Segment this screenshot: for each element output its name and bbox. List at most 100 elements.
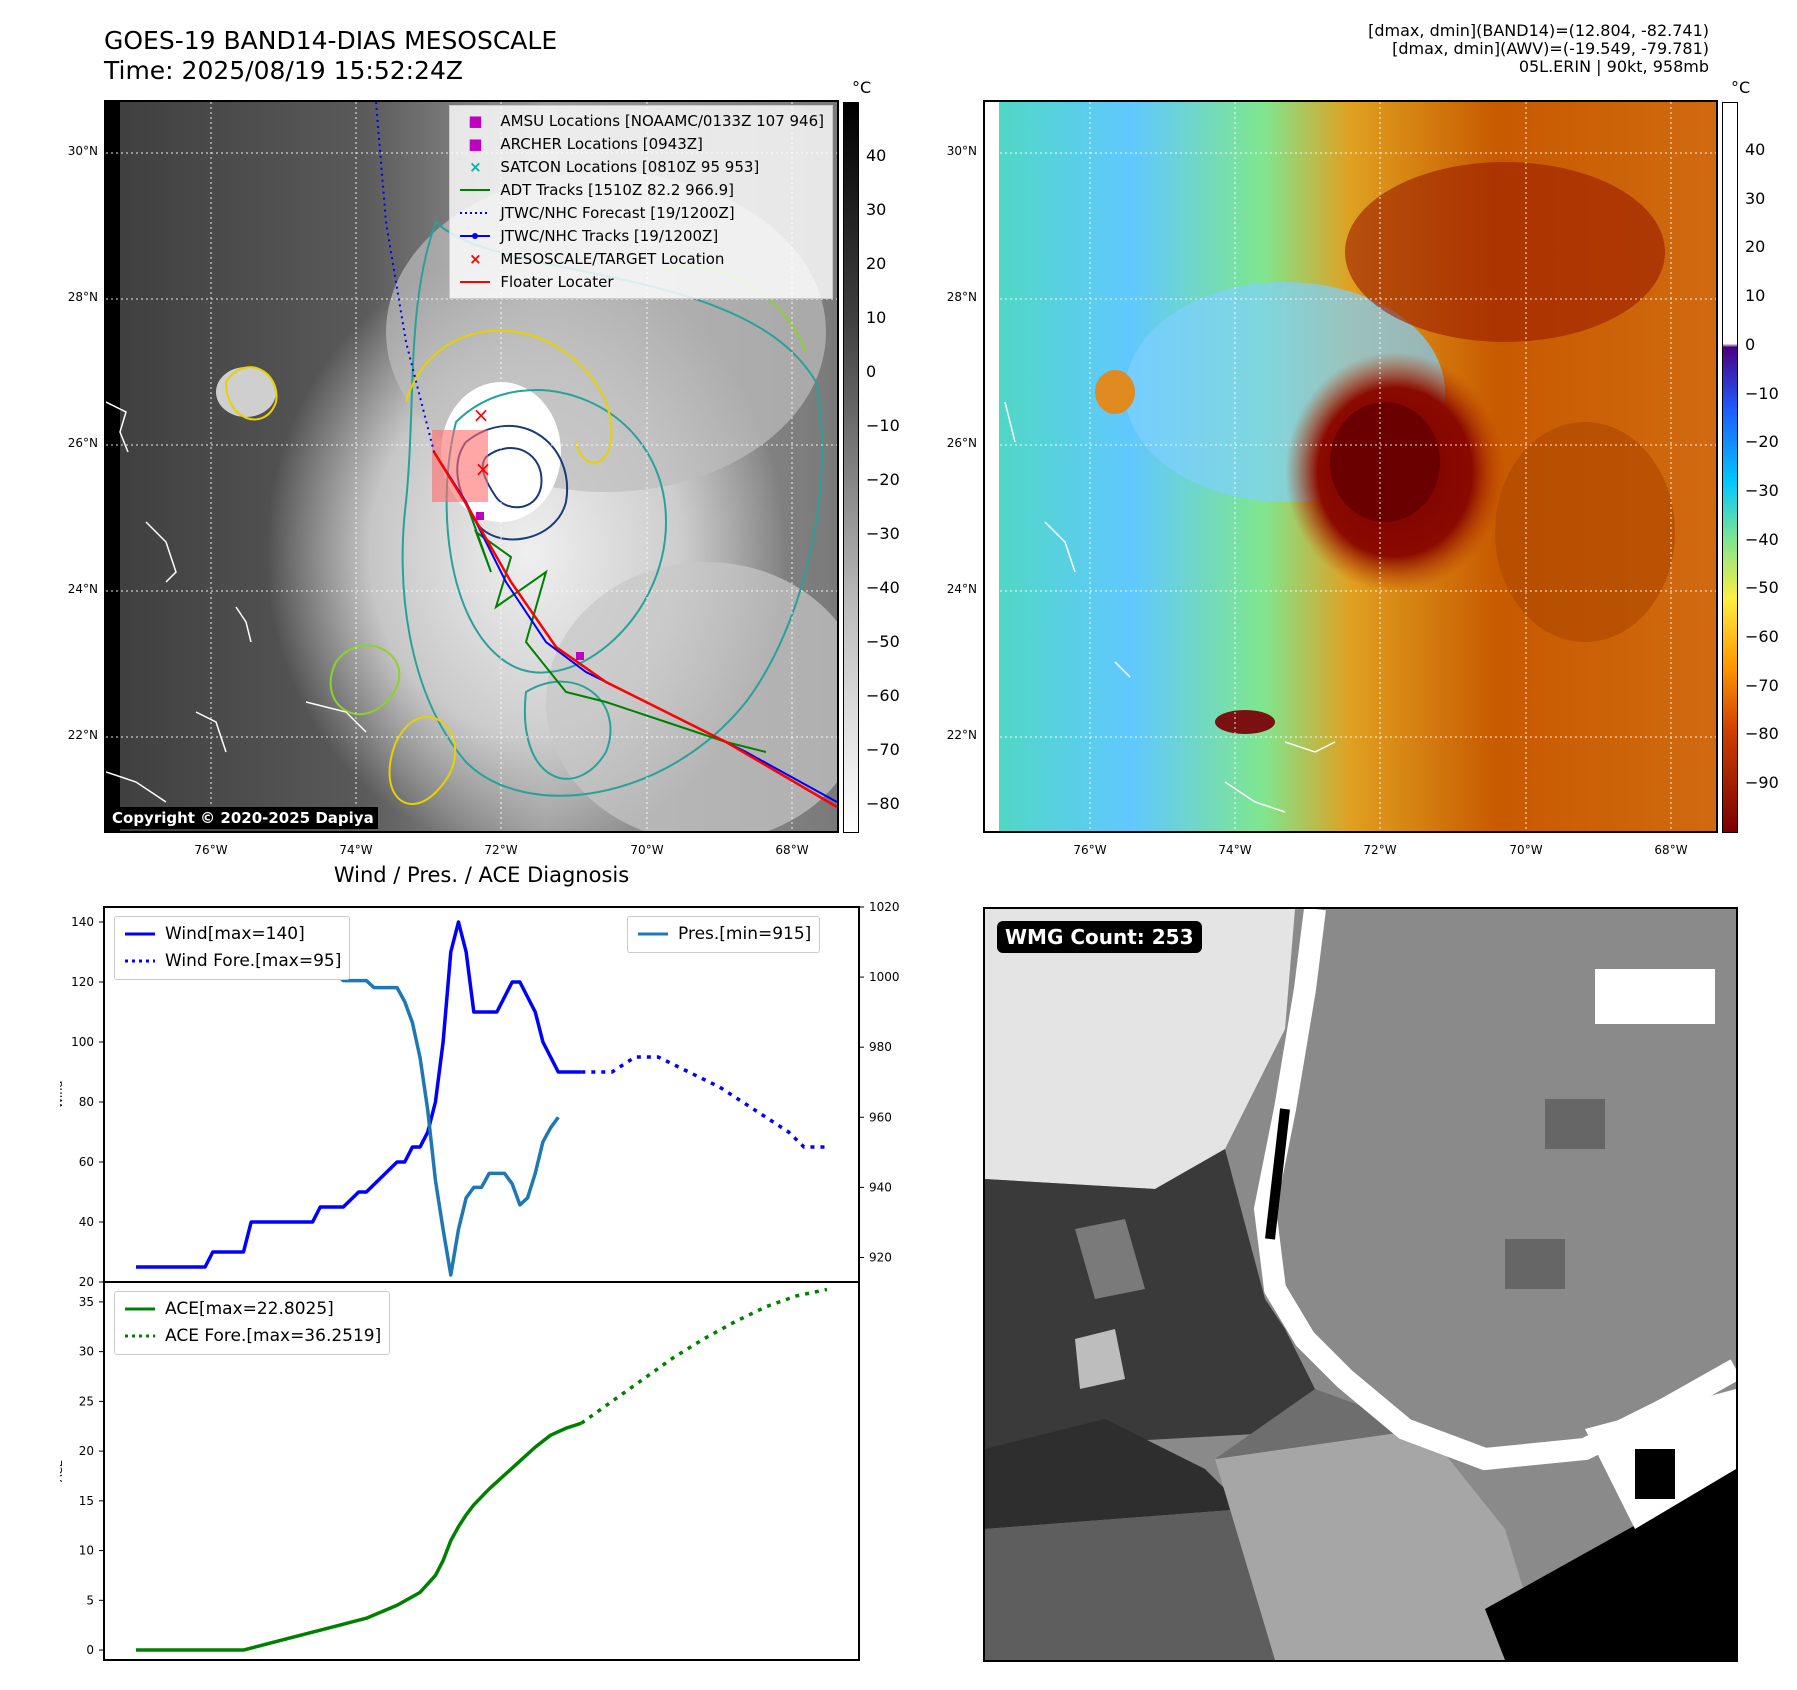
ir-colorbar-tick: −10 bbox=[866, 416, 900, 435]
lon-label: 74°W bbox=[1218, 843, 1252, 857]
line-dot-marker-icon bbox=[458, 225, 492, 248]
line-marker-icon bbox=[123, 1296, 157, 1323]
awv-colorbar-tick: 10 bbox=[1745, 286, 1766, 306]
wind-line bbox=[136, 920, 582, 1269]
wind-axis-tick-label: 120 bbox=[71, 975, 94, 989]
wind-axis-tick-label: 60 bbox=[79, 1155, 94, 1169]
square-marker-icon: ■ bbox=[468, 112, 483, 130]
lon-label: 76°W bbox=[1073, 843, 1107, 857]
wind-legend: Wind[max=140] Wind Fore.[max=95] bbox=[114, 916, 351, 980]
x-marker-icon: × bbox=[469, 250, 482, 268]
awv-colorbar-tick: 0 bbox=[1745, 334, 1756, 354]
ace-axis-tick-label: 15 bbox=[79, 1494, 94, 1508]
wind-axis-tick-label: 20 bbox=[79, 1275, 94, 1289]
ir-colorbar-tick: −70 bbox=[866, 740, 900, 759]
adt-track bbox=[465, 501, 767, 753]
ir-satellite-map[interactable]: × × ■ AMSU Locations [NOAAMC/0133Z 107 9… bbox=[104, 100, 839, 833]
ir-colorbar-tick: 20 bbox=[866, 254, 887, 273]
awv-colorbar-tick: 30 bbox=[1745, 188, 1766, 208]
wind-axis-label: Wind bbox=[60, 1081, 65, 1109]
ace-axis-tick-label: 10 bbox=[79, 1544, 94, 1558]
legend-item-jtwc: JTWC/NHC Tracks [19/1200Z] bbox=[458, 225, 824, 248]
ir-colorbar bbox=[843, 102, 859, 833]
legend-item-pressure: Pres.[min=915] bbox=[636, 921, 811, 948]
forecast-track bbox=[375, 102, 435, 453]
awv-colorbar-unit: °C bbox=[1731, 78, 1751, 97]
ace-axis-tick-label: 0 bbox=[86, 1643, 94, 1657]
lat-label: 28°N bbox=[67, 290, 98, 304]
pressure-axis-tick-label: 940 bbox=[869, 1180, 892, 1194]
title-line-1: GOES-19 BAND14-DIAS MESOSCALE bbox=[104, 26, 558, 55]
legend-item-forecast: JTWC/NHC Forecast [19/1200Z] bbox=[458, 202, 824, 225]
diagnosis-chart: 20 40 60 80 100 120 140 920 940 960 980 1000 1020 0 5 1… bbox=[52, 895, 935, 1665]
wind-axis-tick-label: 100 bbox=[71, 1035, 94, 1049]
lon-label: 72°W bbox=[1363, 843, 1397, 857]
ir-colorbar-tick: 10 bbox=[866, 308, 887, 327]
lon-label: 72°W bbox=[484, 843, 518, 857]
pressure-axis-tick-label: 960 bbox=[869, 1110, 892, 1124]
lat-label: 24°N bbox=[946, 582, 977, 596]
x-marker-icon: × bbox=[469, 158, 482, 176]
ace-legend: ACE[max=22.8025] ACE Fore.[max=36.2519] bbox=[114, 1291, 391, 1355]
ir-colorbar-tick: −40 bbox=[866, 578, 900, 597]
ir-legend: ■ AMSU Locations [NOAAMC/0133Z 107 946] … bbox=[449, 105, 833, 299]
lat-label: 30°N bbox=[946, 144, 977, 158]
awv-map-canvas bbox=[985, 102, 1716, 831]
line-marker-icon bbox=[458, 179, 492, 202]
legend-item-archer: ■ ARCHER Locations [0943Z] bbox=[458, 133, 824, 156]
ace-axis-tick-label: 5 bbox=[86, 1593, 94, 1607]
ir-colorbar-tick: −80 bbox=[866, 794, 900, 813]
lat-label: 24°N bbox=[67, 582, 98, 596]
lon-label: 70°W bbox=[1509, 843, 1543, 857]
wmg-count-badge: WMG Count: 253 bbox=[997, 921, 1202, 953]
lon-label: 70°W bbox=[630, 843, 664, 857]
copyright-badge: Copyright © 2020-2025 Dapiya bbox=[108, 807, 378, 829]
ir-colorbar-tick: −60 bbox=[866, 686, 900, 705]
pressure-line bbox=[136, 926, 560, 1277]
diagnosis-chart-canvas: 2040608010012014092094096098010001020051… bbox=[52, 900, 935, 1661]
ir-colorbar-tick: −30 bbox=[866, 524, 900, 543]
line-marker-icon bbox=[458, 271, 492, 294]
ace-axis-tick-label: 25 bbox=[79, 1394, 94, 1408]
pressure-legend: Pres.[min=915] bbox=[627, 916, 821, 953]
info-awv-range: [dmax, dmin](AWV)=(-19.549, -79.781) bbox=[1392, 39, 1709, 58]
pressure-axis-tick-label: 1020 bbox=[869, 900, 900, 914]
awv-satellite-map[interactable] bbox=[983, 100, 1718, 833]
svg-text:×: × bbox=[473, 403, 490, 427]
ace-axis-tick-label: 20 bbox=[79, 1444, 94, 1458]
awv-colorbar-tick: −50 bbox=[1745, 578, 1779, 598]
lat-label: 22°N bbox=[67, 728, 98, 742]
ace-axis-tick-label: 30 bbox=[79, 1345, 94, 1359]
legend-item-adt: ADT Tracks [1510Z 82.2 966.9] bbox=[458, 179, 824, 202]
awv-colorbar-tick: −10 bbox=[1745, 383, 1779, 403]
wmg-canvas bbox=[985, 909, 1736, 1660]
legend-item-floater: Floater Locater bbox=[458, 271, 824, 294]
legend-item-ace: ACE[max=22.8025] bbox=[123, 1296, 381, 1323]
awv-colorbar-tick: −20 bbox=[1745, 432, 1779, 452]
awv-colorbar-tick: −30 bbox=[1745, 480, 1779, 500]
ir-colorbar-tick: −50 bbox=[866, 632, 900, 651]
svg-text:×: × bbox=[475, 457, 492, 481]
lon-label: 76°W bbox=[194, 843, 228, 857]
awv-colorbar-tick: 40 bbox=[1745, 140, 1766, 159]
legend-item-wind: Wind[max=140] bbox=[123, 921, 341, 948]
lat-label: 26°N bbox=[67, 436, 98, 450]
awv-colorbar bbox=[1722, 102, 1738, 833]
wind-forecast-line bbox=[581, 1055, 827, 1149]
awv-colorbar-tick: −90 bbox=[1745, 773, 1779, 793]
legend-item-wind-forecast: Wind Fore.[max=95] bbox=[123, 948, 341, 975]
floater-track bbox=[432, 451, 837, 809]
info-storm-summary: 05L.ERIN | 90kt, 958mb bbox=[1518, 57, 1709, 76]
wmg-panel[interactable]: WMG Count: 253 bbox=[983, 907, 1738, 1662]
ir-colorbar-tick: 40 bbox=[866, 146, 887, 165]
legend-item-ace-forecast: ACE Fore.[max=36.2519] bbox=[123, 1323, 381, 1350]
pressure-axis-tick-label: 920 bbox=[869, 1250, 892, 1264]
line-marker-icon bbox=[636, 921, 670, 948]
ace-plot-frame bbox=[103, 1281, 860, 1661]
line-marker-icon bbox=[123, 921, 157, 948]
wind-axis-tick-label: 140 bbox=[71, 915, 94, 929]
info-band14-range: [dmax, dmin](BAND14)=(12.804, -82.741) bbox=[1368, 21, 1709, 40]
awv-colorbar-tick: −40 bbox=[1745, 529, 1779, 549]
dotted-line-icon bbox=[123, 948, 157, 975]
legend-item-satcon: × SATCON Locations [0810Z 95 953] bbox=[458, 156, 824, 179]
